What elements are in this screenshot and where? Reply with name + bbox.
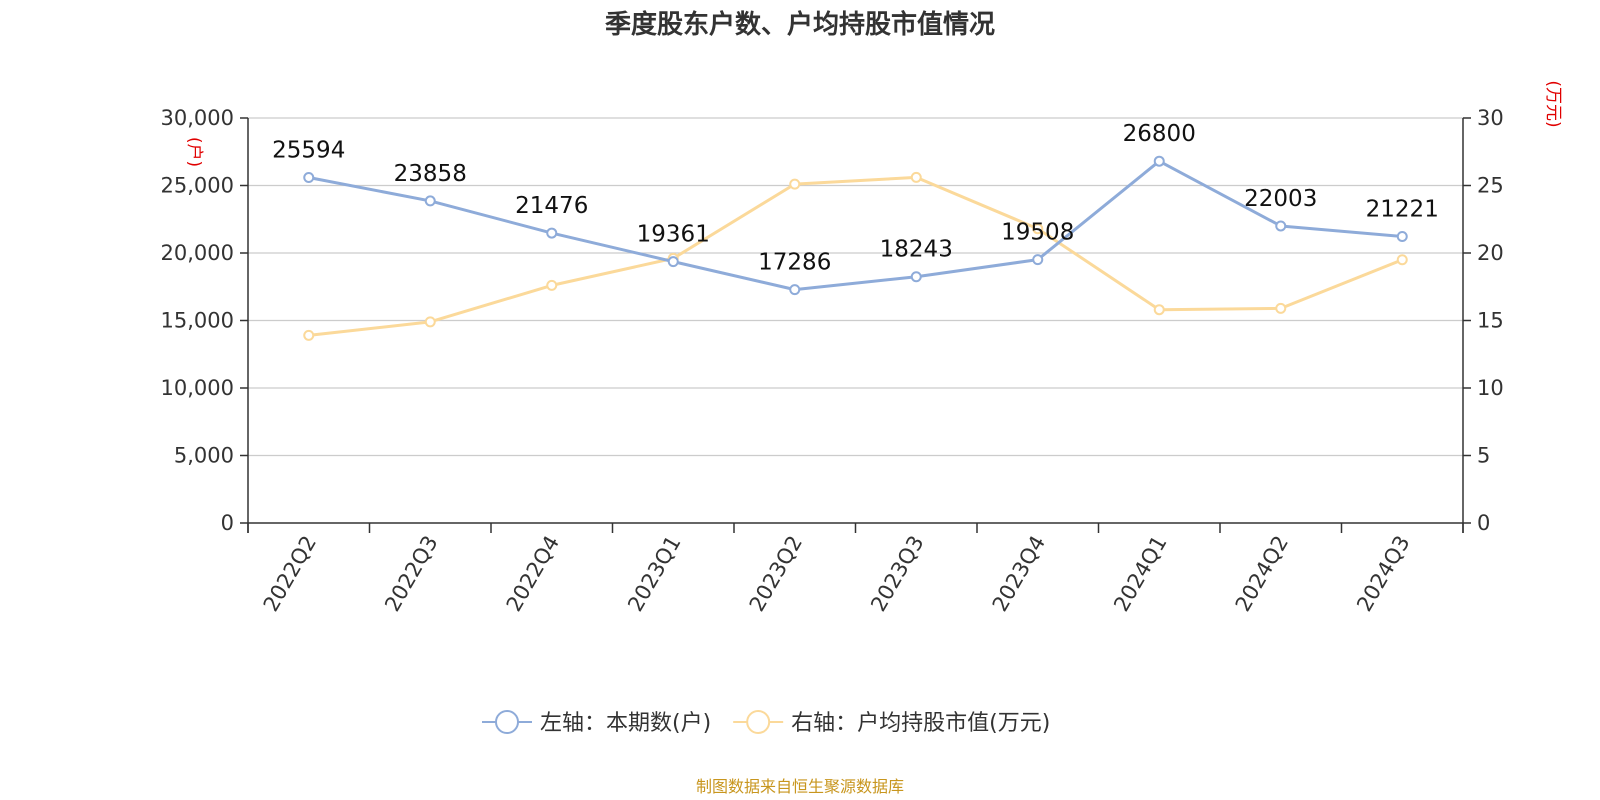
- x-axis-tick-label: 2022Q3: [380, 532, 442, 616]
- left-axis-unit: (户): [184, 137, 204, 167]
- series-layer: [303, 155, 1408, 341]
- left-axis-tick-label: 5,000: [174, 444, 234, 468]
- data-point: [546, 227, 558, 239]
- data-point: [1396, 254, 1408, 266]
- x-axis-tick-label: 2024Q1: [1109, 532, 1171, 616]
- left-axis-tick-label: 10,000: [161, 376, 234, 400]
- left-axis-tick-label: 30,000: [161, 106, 234, 130]
- data-label: 19361: [637, 222, 710, 248]
- data-point: [789, 284, 801, 296]
- right-axis-tick-label: 10: [1477, 376, 1504, 400]
- right-axis-unit: (万元): [1543, 80, 1563, 127]
- data-point: [1032, 223, 1044, 235]
- legend-item[interactable]: 左轴：本期数(户): [482, 710, 711, 736]
- data-point: [910, 271, 922, 283]
- data-point: [667, 256, 679, 268]
- right-axis-tick-label: 25: [1477, 174, 1504, 198]
- data-point: [910, 171, 922, 183]
- data-label: 22003: [1244, 186, 1317, 212]
- series-line: [307, 175, 1404, 337]
- legend-label: 右轴：户均持股市值(万元): [791, 711, 1050, 736]
- left-axis-tick-label: 0: [221, 511, 234, 535]
- grid-lines: [248, 117, 1463, 457]
- data-point: [1275, 220, 1287, 232]
- series-line: [307, 159, 1404, 292]
- right-axis-tick-label: 30: [1477, 106, 1504, 130]
- data-point: [1032, 254, 1044, 266]
- x-axis-tick-label: 2023Q1: [623, 532, 685, 616]
- data-point: [303, 329, 315, 341]
- x-axis-tick-label: 2023Q4: [988, 532, 1050, 616]
- right-axis-tick-label: 0: [1477, 511, 1490, 535]
- right-axis-tick-label: 20: [1477, 241, 1504, 265]
- legend: 左轴：本期数(户) 右轴：户均持股市值(万元): [482, 710, 1050, 736]
- data-label: 19508: [1001, 220, 1074, 246]
- legend-marker: [495, 710, 519, 734]
- data-point: [789, 178, 801, 190]
- x-axis-tick-label: 2024Q2: [1231, 532, 1293, 616]
- legend-marker: [746, 710, 771, 734]
- left-axis-tick-label: 15,000: [161, 309, 234, 333]
- x-axis-tick-label: 2024Q3: [1352, 532, 1414, 616]
- data-labels: 25594 23858 21476 19361 17286 18243 19508 26800…: [272, 121, 1439, 275]
- data-label: 18243: [880, 237, 953, 263]
- data-point: [424, 195, 436, 207]
- right-axis-tick-label: 5: [1477, 444, 1490, 468]
- x-axis-tick-label: 2022Q2: [259, 532, 321, 616]
- data-point: [424, 316, 436, 328]
- data-label: 25594: [272, 137, 345, 163]
- data-label: 26800: [1123, 121, 1196, 147]
- data-label: 23858: [394, 161, 467, 187]
- x-axis-tick-label: 2023Q3: [866, 532, 928, 616]
- data-point: [546, 279, 558, 291]
- data-point: [1153, 155, 1165, 167]
- x-axis-tick-label: 2023Q2: [745, 532, 807, 616]
- data-label: 21476: [515, 193, 588, 219]
- data-point: [1275, 302, 1287, 314]
- left-axis-tick-label: 25,000: [161, 174, 234, 198]
- data-point: [1153, 304, 1165, 316]
- data-label: 21221: [1366, 197, 1439, 223]
- x-axis-tick-label: 2022Q4: [502, 532, 564, 616]
- data-point: [1396, 231, 1408, 243]
- data-label: 17286: [758, 250, 831, 276]
- right-axis-tick-label: 15: [1477, 309, 1504, 333]
- chart-title: 季度股东户数、户均持股市值情况: [605, 9, 995, 40]
- data-source-note: 制图数据来自恒生聚源数据库: [696, 777, 904, 796]
- left-axis-tick-label: 20,000: [161, 241, 234, 265]
- data-point: [303, 171, 315, 183]
- legend-item[interactable]: 右轴：户均持股市值(万元): [733, 710, 1050, 736]
- legend-label: 左轴：本期数(户): [540, 711, 711, 736]
